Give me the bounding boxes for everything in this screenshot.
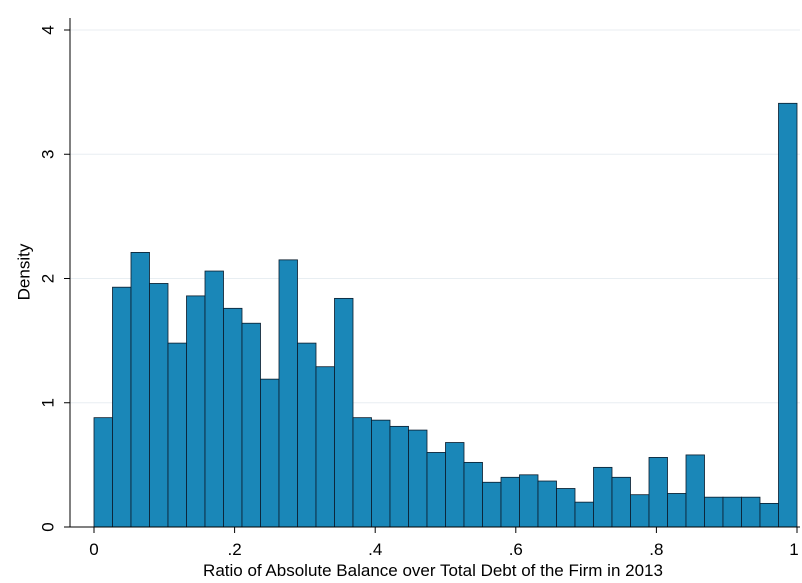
x-tick-label: .2 xyxy=(228,540,242,559)
y-tick-label: 3 xyxy=(39,150,58,159)
histogram-bar xyxy=(667,493,687,528)
histogram-bars xyxy=(93,102,798,528)
x-tick-label: .4 xyxy=(368,540,382,559)
histogram-bar xyxy=(408,429,428,528)
x-axis-title: Ratio of Absolute Balance over Total Deb… xyxy=(203,561,663,580)
y-tick-label: 1 xyxy=(39,398,58,407)
histogram-bar xyxy=(722,496,742,528)
histogram-bar xyxy=(149,283,169,528)
histogram-bar xyxy=(334,297,354,528)
histogram-bar xyxy=(112,286,132,528)
histogram-bar xyxy=(426,452,446,528)
histogram-bar xyxy=(371,419,391,528)
histogram-bar xyxy=(463,461,483,528)
x-tick-label: 1 xyxy=(789,540,798,559)
histogram-bar xyxy=(593,466,613,528)
gridlines xyxy=(70,29,800,404)
x-axis-ticks: 0 .2 .4 .6 .8 1 xyxy=(89,527,799,559)
histogram-bar xyxy=(500,476,520,528)
histogram-bar xyxy=(759,502,779,528)
histogram-bar xyxy=(352,417,372,528)
y-axis-ticks: 0 1 2 3 4 xyxy=(39,25,70,532)
histogram-bar xyxy=(611,476,631,528)
histogram-bar xyxy=(204,270,224,528)
y-tick-label: 4 xyxy=(39,25,58,34)
histogram-bar xyxy=(519,474,539,528)
histogram-bar xyxy=(278,259,298,528)
histogram-bar xyxy=(445,442,465,528)
histogram-bar xyxy=(93,417,113,528)
histogram-bar xyxy=(574,501,594,528)
x-tick-label: .6 xyxy=(509,540,523,559)
histogram-bar xyxy=(167,342,187,528)
x-tick-label: 0 xyxy=(89,540,98,559)
histogram-bar xyxy=(315,366,335,528)
histogram-bar xyxy=(297,342,317,528)
histogram-bar xyxy=(778,102,798,528)
histogram-bar xyxy=(537,480,557,528)
x-tick-label: .8 xyxy=(649,540,663,559)
y-axis-title: Density xyxy=(15,243,34,300)
histogram-bar xyxy=(389,425,409,528)
histogram-bar xyxy=(556,488,576,528)
histogram-bar xyxy=(186,295,206,528)
histogram-bar xyxy=(648,457,668,528)
y-tick-label: 0 xyxy=(39,522,58,531)
histogram-bar xyxy=(241,322,261,528)
histogram-bar xyxy=(630,494,650,528)
histogram-bar xyxy=(130,252,150,528)
histogram-bar xyxy=(685,454,705,528)
histogram-bar xyxy=(704,496,724,528)
histogram-bar xyxy=(482,481,502,528)
histogram-bar xyxy=(223,307,243,528)
histogram-bar xyxy=(741,496,761,528)
y-tick-label: 2 xyxy=(39,274,58,283)
histogram-bar xyxy=(260,378,280,528)
